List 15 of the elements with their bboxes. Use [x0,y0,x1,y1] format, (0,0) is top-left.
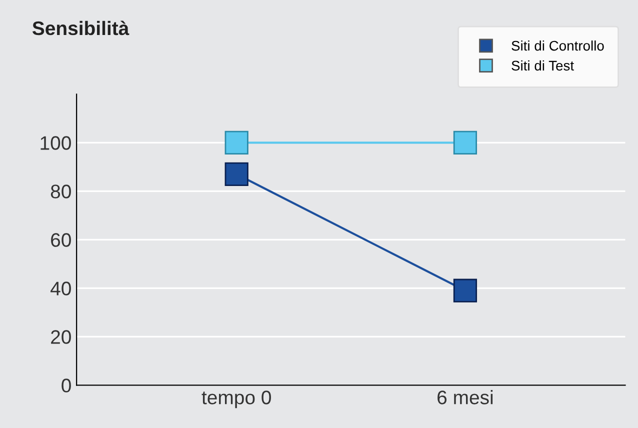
y-tick-label: 100 [40,136,71,150]
point [224,130,248,154]
point [224,162,248,186]
x-tick-label: tempo 0 [202,390,271,408]
legend-label: Siti di Test [512,60,574,71]
point [453,130,478,154]
y-tick-label: 0 [62,378,71,392]
chart-title: Sensibilità [32,20,130,36]
y-tick-label: 60 [51,233,71,247]
y-tick-label: 80 [50,184,71,198]
x-tick-label: 6 mesi [438,390,493,404]
y-tick-label: 20 [51,330,71,344]
legend-label: Siti di Controllo [512,40,604,51]
y-tick-label: 40 [50,282,71,296]
point [453,278,478,302]
